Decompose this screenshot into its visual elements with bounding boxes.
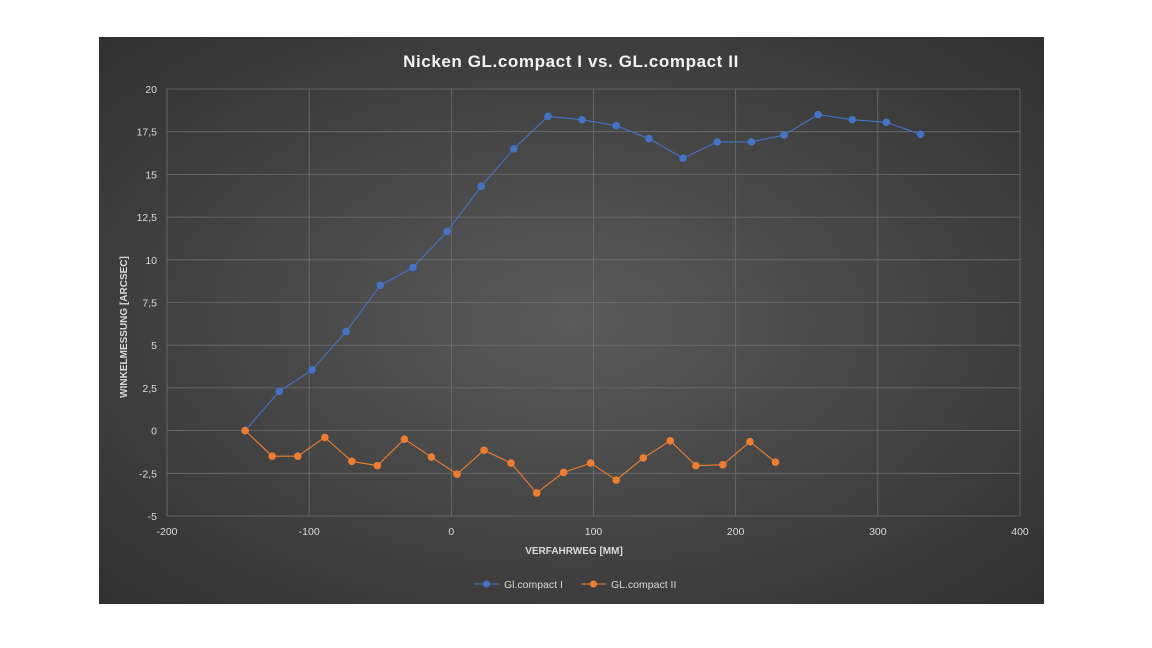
y-tick-label: 2,5 <box>142 383 157 395</box>
data-point <box>348 457 356 466</box>
y-tick-label: 12,5 <box>137 212 158 224</box>
data-point <box>510 144 518 153</box>
x-tick-label: 400 <box>1011 526 1029 538</box>
y-tick-label: 15 <box>145 169 157 181</box>
data-point <box>612 476 621 484</box>
y-tick-label: 20 <box>145 84 157 96</box>
data-point <box>373 461 382 470</box>
y-tick-label: -5 <box>148 511 157 523</box>
chart-title: Nicken GL.compact I vs. GL.compact II <box>403 52 739 71</box>
data-point <box>586 459 595 467</box>
y-tick-label: 7,5 <box>142 298 157 310</box>
x-axis-title: VERFAHRWEG [MM] <box>525 546 623 557</box>
data-point <box>480 446 488 455</box>
legend-marker <box>483 580 490 588</box>
data-point <box>532 489 541 497</box>
data-point <box>612 121 621 130</box>
data-point <box>713 138 721 146</box>
data-point <box>692 461 700 470</box>
x-tick-label: 0 <box>448 526 454 538</box>
y-tick-label: 5 <box>151 340 157 352</box>
series-layer <box>241 110 925 497</box>
data-point <box>321 433 329 442</box>
data-point <box>578 115 586 124</box>
y-axis-ticks: -5 -2,5 0 2,5 5 7,5 10 12,5 15 17,5 20 <box>137 84 158 523</box>
data-point <box>409 263 417 272</box>
data-point <box>342 327 350 336</box>
y-axis-title: WINKELMESSUNG [ARCSEC] <box>119 256 130 398</box>
data-point <box>719 460 727 469</box>
data-point <box>916 130 925 139</box>
chart-panel: Nicken GL.compact I vs. GL.compact II -5… <box>99 37 1044 604</box>
data-point <box>848 115 857 124</box>
data-point <box>882 118 891 127</box>
data-point <box>679 154 687 162</box>
legend-item-2: GL.compact II <box>581 579 676 591</box>
data-point <box>477 182 485 191</box>
series-line <box>244 114 921 431</box>
y-tick-label: 10 <box>145 255 157 267</box>
legend: Gl.compact I GL.compact II <box>474 579 676 591</box>
x-tick-label: -200 <box>156 526 177 538</box>
legend-label: Gl.compact I <box>504 579 563 591</box>
y-tick-label: 0 <box>151 426 157 438</box>
data-point <box>453 470 461 478</box>
data-point <box>275 387 284 396</box>
legend-item-1: Gl.compact I <box>474 579 563 591</box>
data-point <box>443 227 451 236</box>
data-point <box>645 134 653 143</box>
data-point <box>746 437 754 446</box>
legend-label: GL.compact II <box>611 579 676 591</box>
x-tick-label: 200 <box>727 526 745 538</box>
legend-marker <box>590 580 597 588</box>
series-2 <box>241 426 780 497</box>
series-1 <box>241 110 925 435</box>
x-tick-label: 100 <box>585 526 603 538</box>
data-point <box>814 110 822 119</box>
x-axis-ticks: -200 -100 0 100 200 300 400 <box>156 526 1028 538</box>
data-point <box>427 453 436 461</box>
data-point <box>293 452 302 461</box>
line-chart: Nicken GL.compact I vs. GL.compact II -5… <box>119 52 1029 591</box>
x-tick-label: -100 <box>299 526 320 538</box>
data-point <box>666 437 675 445</box>
data-point <box>400 435 409 443</box>
data-point <box>559 468 568 477</box>
y-tick-label: -2,5 <box>139 468 157 480</box>
data-point <box>780 131 788 139</box>
data-point <box>308 366 316 374</box>
data-point <box>507 459 515 467</box>
grid <box>166 88 1021 517</box>
data-point <box>747 138 756 146</box>
data-point <box>544 112 552 121</box>
y-tick-label: 17,5 <box>137 127 158 139</box>
data-point <box>639 454 648 462</box>
data-point <box>771 458 780 466</box>
data-point <box>268 452 277 461</box>
data-point <box>376 281 385 290</box>
data-point <box>241 426 249 435</box>
x-tick-label: 300 <box>869 526 887 538</box>
